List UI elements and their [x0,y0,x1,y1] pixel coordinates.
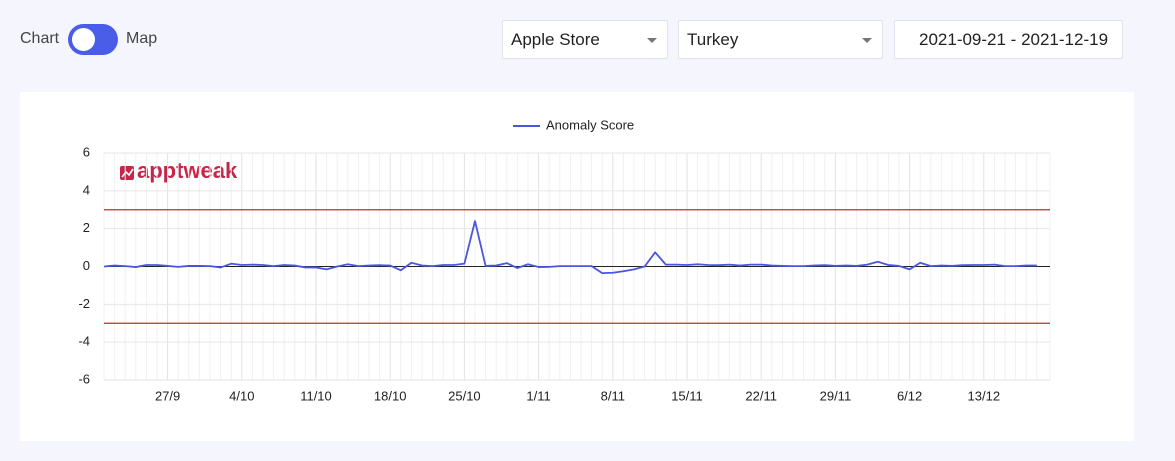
date-range-input[interactable]: 2021-09-21 - 2021-12-19 [894,20,1123,59]
y-tick-label: -4 [78,334,90,349]
x-tick-label: 22/11 [745,388,777,403]
x-tick-label: 6/12 [897,388,922,403]
x-tick-label: 4/10 [229,388,254,403]
watermark-text: apptweak [137,158,238,183]
watermark-icon-line [121,168,134,178]
toggle-left-label: Chart [20,30,60,47]
date-range-value: 2021-09-21 - 2021-12-19 [919,30,1109,49]
chart: Anomaly Score apptweak -6 -4 -2 0 2 4 6 27/9 4/1… [78,117,1051,403]
x-tick-label: 1/11 [526,388,550,403]
x-tick-label: 15/11 [671,388,703,403]
country-select[interactable]: Turkey [678,20,883,59]
y-tick-label: 0 [83,258,90,273]
toggle-right-label: Map [126,30,158,47]
y-tick-label: -6 [78,371,90,386]
x-tick-label: 11/10 [300,388,332,403]
y-tick-label: 2 [83,220,90,235]
x-tick-label: 18/10 [374,388,407,403]
x-tick-label: 29/11 [820,388,852,403]
legend-label: Anomaly Score [546,117,634,132]
store-value: Apple Store [511,30,600,49]
store-select[interactable]: Apple Store [502,20,668,59]
watermark: apptweak [120,158,238,183]
x-tick-label: 25/10 [448,388,481,403]
country-value: Turkey [687,30,739,49]
x-tick-label: 8/11 [601,388,625,403]
dropdown-arrow [862,38,872,43]
dropdown-arrow [647,38,657,43]
y-tick-label: 4 [83,182,90,197]
y-tick-label: -2 [78,296,90,311]
y-tick-label: 6 [83,144,90,159]
series-line [103,220,1037,275]
view-toggle[interactable] [68,24,118,55]
chart-card: Anomaly Score apptweak -6 -4 -2 0 2 4 6 27/9 4/1… [20,92,1134,441]
toggle-knob [72,28,95,51]
x-tick-label: 27/9 [155,388,180,403]
x-tick-label: 13/12 [968,388,1001,403]
